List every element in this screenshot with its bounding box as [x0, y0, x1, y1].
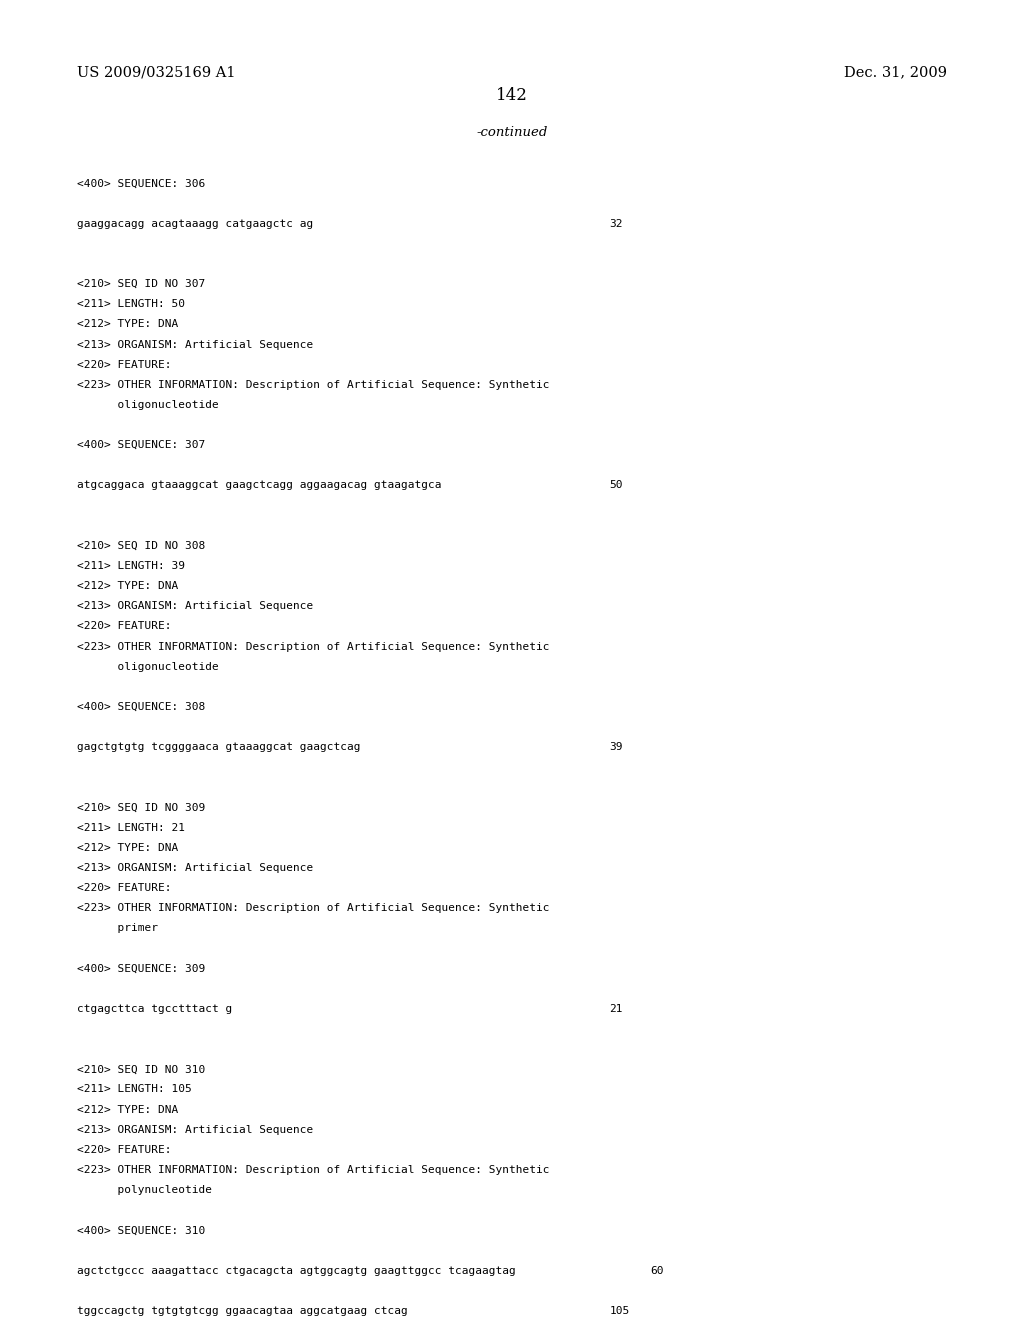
Text: 32: 32: [609, 219, 623, 228]
Text: <220> FEATURE:: <220> FEATURE:: [77, 622, 171, 631]
Text: US 2009/0325169 A1: US 2009/0325169 A1: [77, 66, 236, 79]
Text: <211> LENGTH: 105: <211> LENGTH: 105: [77, 1084, 191, 1094]
Text: <211> LENGTH: 50: <211> LENGTH: 50: [77, 300, 184, 309]
Text: <400> SEQUENCE: 309: <400> SEQUENCE: 309: [77, 964, 205, 974]
Text: <213> ORGANISM: Artificial Sequence: <213> ORGANISM: Artificial Sequence: [77, 601, 313, 611]
Text: <400> SEQUENCE: 308: <400> SEQUENCE: 308: [77, 702, 205, 711]
Text: <213> ORGANISM: Artificial Sequence: <213> ORGANISM: Artificial Sequence: [77, 1125, 313, 1135]
Text: <211> LENGTH: 21: <211> LENGTH: 21: [77, 822, 184, 833]
Text: <400> SEQUENCE: 307: <400> SEQUENCE: 307: [77, 440, 205, 450]
Text: gagctgtgtg tcggggaaca gtaaaggcat gaagctcag: gagctgtgtg tcggggaaca gtaaaggcat gaagctc…: [77, 742, 360, 752]
Text: <223> OTHER INFORMATION: Description of Artificial Sequence: Synthetic: <223> OTHER INFORMATION: Description of …: [77, 1164, 549, 1175]
Text: <220> FEATURE:: <220> FEATURE:: [77, 359, 171, 370]
Text: <212> TYPE: DNA: <212> TYPE: DNA: [77, 319, 178, 330]
Text: <211> LENGTH: 39: <211> LENGTH: 39: [77, 561, 184, 572]
Text: oligonucleotide: oligonucleotide: [77, 661, 218, 672]
Text: <220> FEATURE:: <220> FEATURE:: [77, 1144, 171, 1155]
Text: 142: 142: [496, 87, 528, 103]
Text: 39: 39: [609, 742, 623, 752]
Text: polynucleotide: polynucleotide: [77, 1185, 212, 1195]
Text: <212> TYPE: DNA: <212> TYPE: DNA: [77, 842, 178, 853]
Text: 105: 105: [609, 1305, 630, 1316]
Text: 50: 50: [609, 480, 623, 491]
Text: <400> SEQUENCE: 306: <400> SEQUENCE: 306: [77, 178, 205, 189]
Text: <212> TYPE: DNA: <212> TYPE: DNA: [77, 1105, 178, 1114]
Text: atgcaggaca gtaaaggcat gaagctcagg aggaagacag gtaagatgca: atgcaggaca gtaaaggcat gaagctcagg aggaaga…: [77, 480, 441, 491]
Text: ctgagcttca tgcctttact g: ctgagcttca tgcctttact g: [77, 1003, 232, 1014]
Text: <210> SEQ ID NO 309: <210> SEQ ID NO 309: [77, 803, 205, 813]
Text: <213> ORGANISM: Artificial Sequence: <213> ORGANISM: Artificial Sequence: [77, 863, 313, 873]
Text: oligonucleotide: oligonucleotide: [77, 400, 218, 411]
Text: <220> FEATURE:: <220> FEATURE:: [77, 883, 171, 894]
Text: tggccagctg tgtgtgtcgg ggaacagtaa aggcatgaag ctcag: tggccagctg tgtgtgtcgg ggaacagtaa aggcatg…: [77, 1305, 408, 1316]
Text: <212> TYPE: DNA: <212> TYPE: DNA: [77, 581, 178, 591]
Text: <223> OTHER INFORMATION: Description of Artificial Sequence: Synthetic: <223> OTHER INFORMATION: Description of …: [77, 642, 549, 652]
Text: primer: primer: [77, 923, 158, 933]
Text: <223> OTHER INFORMATION: Description of Artificial Sequence: Synthetic: <223> OTHER INFORMATION: Description of …: [77, 380, 549, 389]
Text: -continued: -continued: [476, 125, 548, 139]
Text: Dec. 31, 2009: Dec. 31, 2009: [844, 66, 947, 79]
Text: agctctgccc aaagattacc ctgacagcta agtggcagtg gaagttggcc tcagaagtag: agctctgccc aaagattacc ctgacagcta agtggca…: [77, 1266, 515, 1275]
Text: <213> ORGANISM: Artificial Sequence: <213> ORGANISM: Artificial Sequence: [77, 339, 313, 350]
Text: <210> SEQ ID NO 310: <210> SEQ ID NO 310: [77, 1064, 205, 1074]
Text: <210> SEQ ID NO 307: <210> SEQ ID NO 307: [77, 279, 205, 289]
Text: gaaggacagg acagtaaagg catgaagctc ag: gaaggacagg acagtaaagg catgaagctc ag: [77, 219, 313, 228]
Text: 60: 60: [650, 1266, 664, 1275]
Text: 21: 21: [609, 1003, 623, 1014]
Text: <400> SEQUENCE: 310: <400> SEQUENCE: 310: [77, 1225, 205, 1236]
Text: <210> SEQ ID NO 308: <210> SEQ ID NO 308: [77, 541, 205, 550]
Text: <223> OTHER INFORMATION: Description of Artificial Sequence: Synthetic: <223> OTHER INFORMATION: Description of …: [77, 903, 549, 913]
